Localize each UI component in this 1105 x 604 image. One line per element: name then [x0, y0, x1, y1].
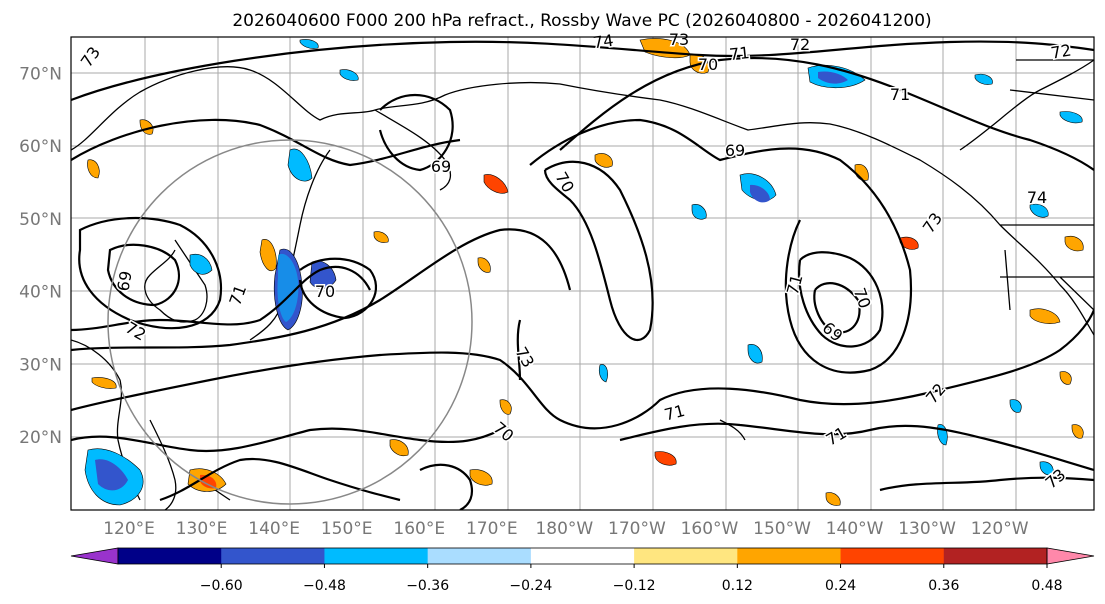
colorbar-tick-label: 0.12	[722, 578, 753, 594]
colorbar-tick-label: 0.36	[928, 578, 959, 594]
contour-label: 74	[592, 31, 615, 53]
colorbar-tick-label: −0.12	[613, 578, 656, 594]
longitude-label: 140°W	[826, 519, 884, 539]
contour-label: 69	[725, 141, 745, 160]
latitude-label: 30°N	[19, 355, 62, 375]
longitude-label: 150°W	[753, 519, 811, 539]
colorbar-tick-label: 0.24	[825, 578, 856, 594]
longitude-label: 170°E	[466, 519, 518, 539]
contour-label: 74	[1027, 188, 1047, 207]
longitude-label: 160°W	[681, 519, 739, 539]
colorbar-extend-high	[1046, 547, 1095, 565]
longitude-label: 130°W	[898, 519, 956, 539]
contour-label: 70	[698, 55, 718, 74]
colorbar-segment	[530, 548, 635, 564]
contour-label: 71	[890, 85, 910, 104]
colorbar-segment	[324, 548, 429, 564]
colorbar-tick-label: −0.60	[200, 578, 243, 594]
longitude-label: 180°W	[535, 519, 593, 539]
colorbar-frame	[117, 547, 1048, 565]
map-title: 2026040600 F000 200 hPa refract., Rossby…	[232, 11, 931, 31]
contour-label: 70	[315, 282, 335, 301]
contour-label: 69	[113, 269, 135, 292]
colorbar-tick-label: 0.48	[1031, 578, 1062, 594]
latitude-label: 50°N	[19, 210, 62, 230]
latitude-label: 20°N	[19, 428, 62, 448]
geopotential-contours	[71, 40, 1094, 510]
contour-label: 73	[669, 30, 689, 49]
colorbar-segment	[634, 548, 738, 564]
longitude-label: 140°E	[248, 519, 300, 539]
longitude-labels: 120°E 130°E 140°E 150°E 160°E 170°E 180°W 170°W…	[103, 519, 1029, 539]
colorbar-segment	[943, 548, 1048, 564]
contour-label: 71	[728, 43, 750, 64]
colorbar-segment	[427, 548, 532, 564]
contour-label: 69	[431, 157, 451, 176]
map-frame	[70, 36, 1095, 511]
region-circle	[107, 139, 473, 505]
map-background	[71, 37, 1094, 510]
colorbar: −0.60 −0.48 −0.36 −0.24 −0.12 0.12 0.24 0.36 0.4…	[70, 547, 1095, 594]
latitude-label: 70°N	[19, 64, 62, 84]
longitude-label: 170°W	[608, 519, 666, 539]
longitude-label: 160°E	[393, 519, 445, 539]
colorbar-segment	[840, 548, 945, 564]
longitude-label: 120°E	[103, 519, 155, 539]
contour-label: 72	[790, 35, 810, 54]
longitude-label: 130°E	[176, 519, 228, 539]
latitude-label: 60°N	[19, 137, 62, 157]
longitude-label: 120°W	[971, 519, 1029, 539]
colorbar-segment	[221, 548, 325, 564]
colorbar-tick-label: −0.24	[509, 578, 552, 594]
longitude-label: 150°E	[321, 519, 373, 539]
latitude-labels: 70°N 60°N 50°N 40°N 30°N 20°N	[19, 64, 62, 448]
colorbar-segment	[737, 548, 842, 564]
colorbar-tick-label: −0.36	[406, 578, 449, 594]
colorbar-extend-low	[70, 547, 119, 565]
colorbar-segment	[118, 548, 222, 564]
latitude-label: 40°N	[19, 283, 62, 303]
contour-label: 72	[1049, 40, 1072, 62]
colorbar-tick-label: −0.48	[303, 578, 346, 594]
